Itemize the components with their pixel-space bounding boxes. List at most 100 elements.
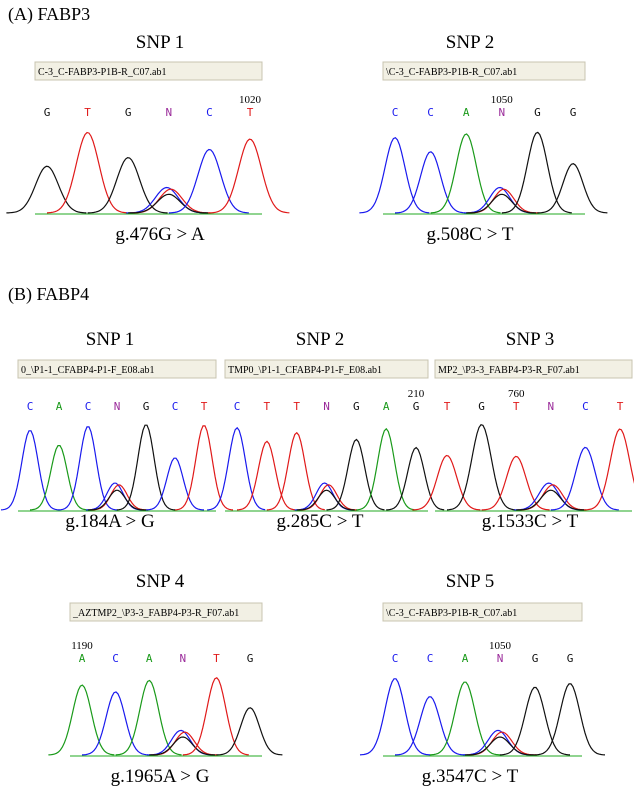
base-call: C [27,400,34,413]
trace-peak [395,697,465,755]
variant-label: g.3547C > T [422,766,519,787]
variant-label: g.184A > G [65,511,155,532]
base-call: G [44,106,51,119]
trace-peak [207,428,265,510]
file-name: _AZTMP2_\P3-3_FABP4-P3-R_F07.ab1 [72,608,239,619]
base-call: C [427,652,434,665]
position: 1050 [489,640,512,652]
base-call: C [85,400,92,413]
position: 760 [508,388,525,400]
base-call: T [293,400,300,413]
base-call: T [247,106,254,119]
base-call: G [125,106,132,119]
variant-label: g.1965A > G [111,766,210,787]
snp-title: SNP 2 [446,32,494,53]
file-name: \C-3_C-FABP3-P1B-R_C07.ab1 [386,67,517,78]
trace-peak [117,425,175,510]
position: 210 [408,388,425,400]
base-call: G [478,400,485,413]
position: 1020 [239,94,262,106]
base-call: G [413,400,420,413]
file-name: C-3_C-FABP3-P1B-R_C07.ab1 [38,67,166,78]
trace-peak [395,152,465,213]
trace-peak [128,194,208,213]
file-name: TMP0_\P1-1_CFABP4-P1-F_E08.ab1 [228,365,382,376]
base-call: C [582,400,589,413]
base-call: T [513,400,520,413]
trace-peak [175,426,233,510]
base-call: C [234,400,241,413]
snp-title: SNP 1 [136,32,184,53]
trace-peak [465,737,535,755]
trace-peak [1,431,59,510]
variant-label: g.1533C > T [482,511,579,532]
base-call: T [84,106,91,119]
base-call: N [114,400,121,413]
base-call: A [463,106,470,119]
trace-peak [130,189,210,213]
file-name: MP2_\P3-3_FABP4-P3-R_F07.ab1 [438,365,580,376]
trace-peak [431,134,501,213]
trace-peak [482,456,550,510]
base-call: T [617,400,624,413]
trace-peak [47,133,127,213]
trace-peak [535,684,605,755]
base-call: G [534,106,541,119]
snp-title: SNP 1 [86,329,134,350]
trace-peak [30,446,88,510]
snp-title: SNP 3 [506,329,554,350]
base-call: T [444,400,451,413]
base-call: N [323,400,330,413]
base-call: C [392,652,399,665]
trace-peak [585,429,634,510]
base-call: C [206,106,213,119]
snp-title: SNP 4 [136,571,185,592]
trace-peak [82,692,148,755]
trace-peak [59,427,117,510]
base-call: N [547,400,554,413]
base-call: T [201,400,208,413]
file-name: 0_\P1-1_CFABP4-P1-F_E08.ab1 [21,365,154,376]
trace-peak [216,708,282,755]
trace-peak [48,685,114,755]
base-call: C [172,400,179,413]
snp-title: SNP 2 [296,329,344,350]
trace-peak [88,490,146,510]
base-call: A [383,400,390,413]
base-call: T [264,400,271,413]
trace-peak [518,485,586,510]
base-call: N [497,652,504,665]
section-label: (B) FABP4 [8,284,89,305]
base-call: N [165,106,172,119]
base-call: C [112,652,119,665]
base-call: N [179,652,186,665]
trace-peak [468,189,538,213]
figure: (A) FABP3 (B) FABP4 SNP 1 C-3_C-FABP3-P1B… [0,0,634,796]
snp-title: SNP 5 [446,571,494,592]
base-call: T [213,652,220,665]
base-call: G [353,400,360,413]
variant-label: g.476G > A [115,224,205,245]
trace-peak [551,447,619,510]
trace-peak [360,679,430,755]
base-call: N [498,106,505,119]
position: 1190 [71,640,93,652]
trace-peak [169,150,249,213]
base-call: A [79,652,86,665]
position: 1050 [491,94,514,106]
base-call: G [247,652,254,665]
base-call: C [427,106,434,119]
base-call: A [462,652,469,665]
base-call: G [570,106,577,119]
base-call: G [567,652,574,665]
trace-peak [146,458,204,510]
base-call: C [392,106,399,119]
variant-label: g.285C > T [277,511,364,532]
base-call: G [143,400,150,413]
variant-label: g.508C > T [427,224,514,245]
trace-peak [386,448,444,510]
section-label: (A) FABP3 [8,4,90,25]
base-call: A [146,652,153,665]
base-call: G [532,652,539,665]
trace-peak [537,164,607,213]
